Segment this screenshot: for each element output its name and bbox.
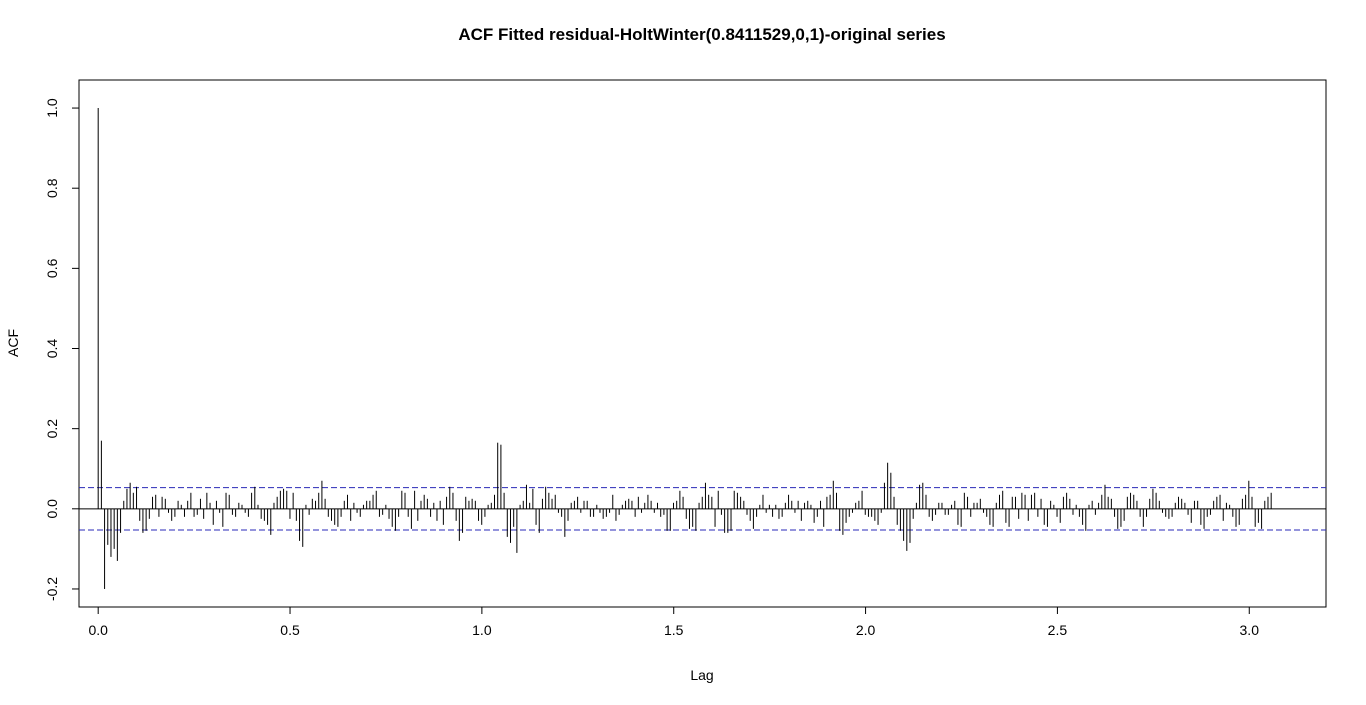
- chart-title: ACF Fitted residual-HoltWinter(0.8411529…: [458, 25, 945, 44]
- y-tick-label: 1.0: [44, 98, 60, 118]
- y-tick-label: 0.4: [44, 339, 60, 359]
- x-tick-label: 0.0: [88, 622, 108, 638]
- x-tick-label: 3.0: [1240, 622, 1260, 638]
- x-tick-label: 1.5: [664, 622, 684, 638]
- y-tick-label: 0.2: [44, 419, 60, 439]
- x-axis-label: Lag: [690, 667, 713, 683]
- y-tick-label: 0.6: [44, 258, 60, 278]
- x-tick-label: 0.5: [280, 622, 300, 638]
- y-axis-label: ACF: [5, 329, 21, 357]
- x-tick-label: 1.0: [472, 622, 492, 638]
- y-tick-label: 0.8: [44, 178, 60, 198]
- plot-frame: [78, 79, 1327, 608]
- y-tick-label: 0.0: [44, 499, 60, 519]
- axis-ticks: 0.0 0.5 1.0 1.5 2.0 2.5 3.0 -0.2 0.0 0.2 0.4 0.6 0.8…: [44, 98, 1259, 638]
- y-tick-label: -0.2: [44, 577, 60, 601]
- x-tick-label: 2.0: [856, 622, 876, 638]
- acf-bars: [97, 108, 1272, 589]
- x-tick-label: 2.5: [1048, 622, 1068, 638]
